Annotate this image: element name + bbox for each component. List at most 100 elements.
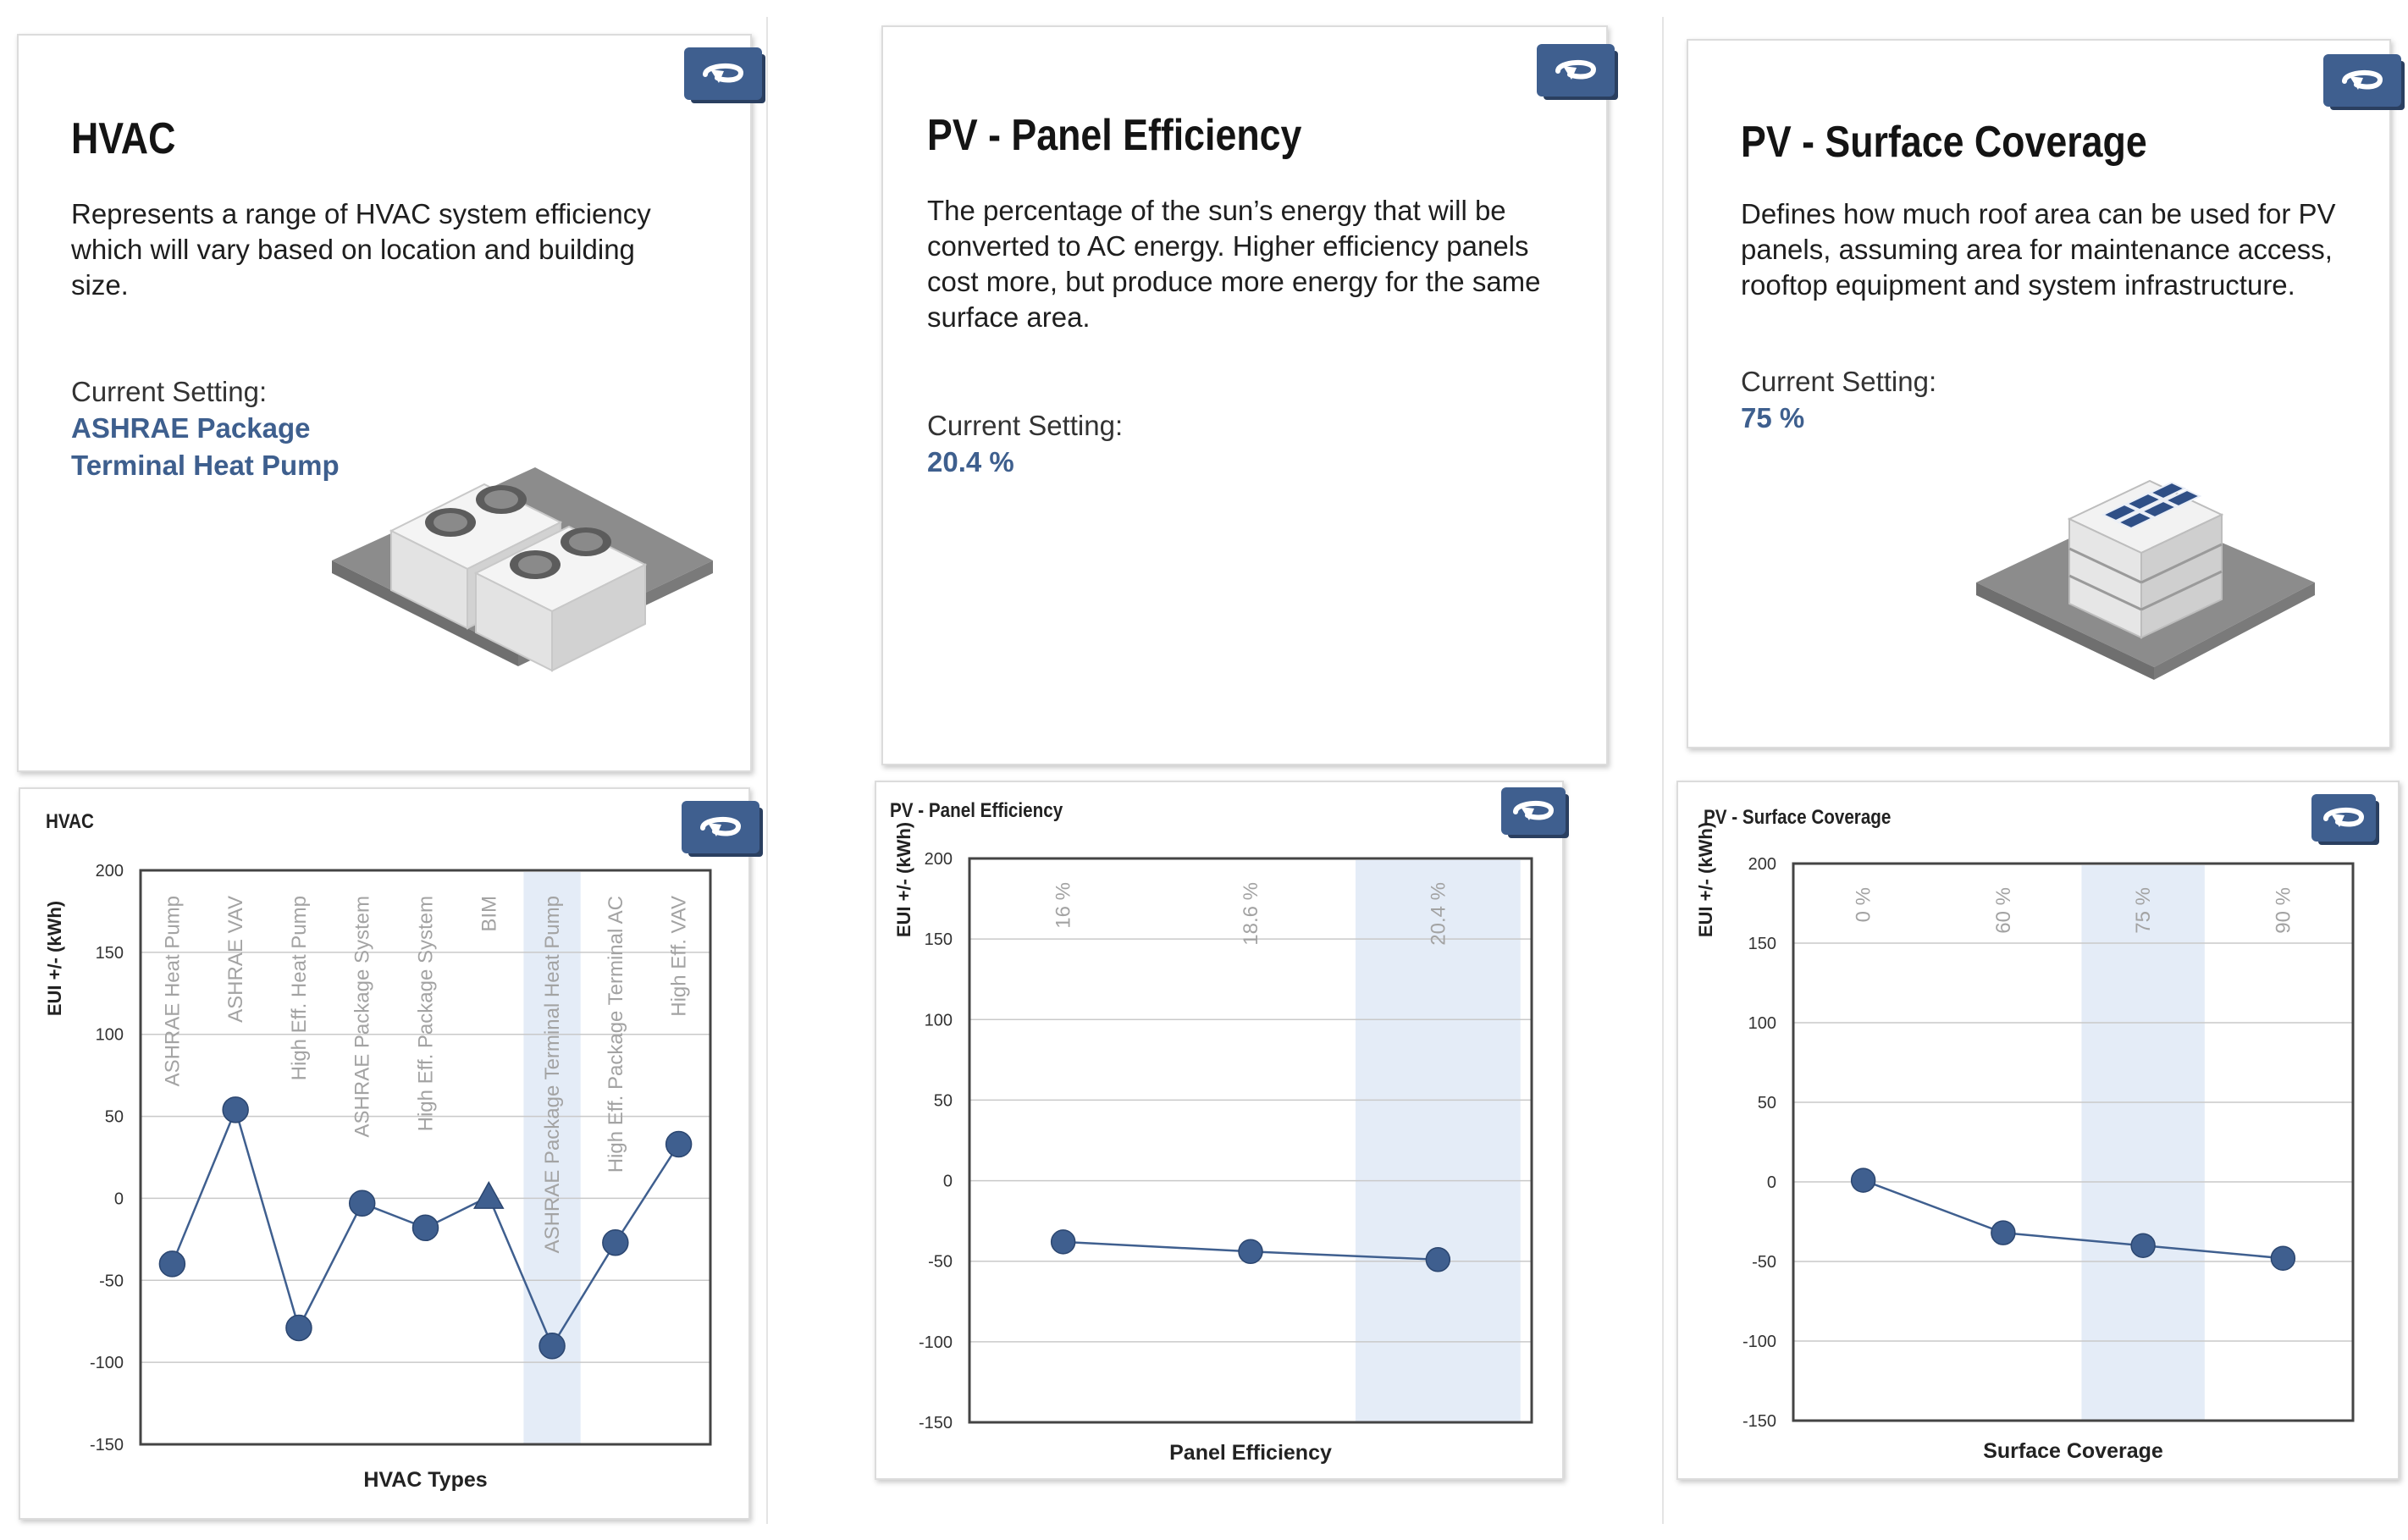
data-point [538, 1333, 566, 1360]
card-description: Represents a range of HVAC system effici… [71, 198, 651, 301]
data-point [158, 1250, 186, 1278]
data-point [602, 1228, 629, 1256]
chart-title: PV - Panel Efficiency [890, 799, 1063, 822]
y-tick-label: 100 [96, 1026, 124, 1045]
category-label: 60 % [1992, 887, 2015, 934]
highlight-band [1355, 860, 1521, 1422]
category-label: 90 % [2272, 887, 2295, 934]
y-tick-label: -50 [1752, 1253, 1776, 1272]
data-point [1850, 1167, 1876, 1193]
column-divider [1662, 17, 1664, 1524]
category-label: 18.6 % [1240, 882, 1262, 946]
y-tick-label: 100 [925, 1011, 953, 1029]
rotate-arrow-icon[interactable] [2311, 794, 2376, 842]
y-tick-label: 0 [114, 1189, 124, 1208]
category-label: High Eff. VAV [668, 896, 691, 1017]
y-tick-label: -100 [919, 1333, 953, 1352]
y-tick-label: 150 [96, 944, 124, 963]
plot-frame [1792, 862, 2355, 1422]
category-label: 20.4 % [1427, 882, 1450, 946]
data-point [1991, 1220, 2016, 1245]
data-point [285, 1314, 312, 1342]
data-point [473, 1180, 505, 1209]
data-point [1425, 1247, 1451, 1272]
pv-surface-coverage-chart-card: PV - Surface Coverage 200 150 100 50 0 -50 -10… [1676, 781, 2400, 1480]
card-title: HVAC [71, 114, 176, 163]
y-tick-label: 200 [96, 862, 124, 880]
card-description: The percentage of the sun’s energy that … [927, 195, 1541, 333]
category-label: BIM [478, 896, 500, 932]
column-divider [766, 17, 768, 1524]
category-label: 75 % [2132, 887, 2155, 934]
data-point [1238, 1239, 1263, 1265]
data-point [222, 1096, 249, 1123]
pv-panel-efficiency-chart: 200 150 100 50 0 -50 -100 -150 16 % 18.6 % 20.4 % E… [893, 822, 1533, 1465]
current-setting-label: Current Setting: [71, 376, 268, 407]
category-label: 16 % [1052, 882, 1075, 929]
rotate-arrow-icon[interactable] [682, 801, 759, 853]
current-setting-label: Current Setting: [1741, 366, 1937, 397]
current-setting-value: ASHRAE Package Terminal Heat Pump [71, 412, 340, 481]
y-tick-label: 0 [943, 1173, 953, 1191]
card-title: PV - Panel Efficiency [927, 111, 1302, 160]
category-label: ASHRAE Heat Pump [161, 896, 184, 1086]
y-tick-label: -150 [90, 1436, 124, 1454]
pv-surface-coverage-chart: 200 150 100 50 0 -50 -100 -150 0 % 60 % 75 % 90 % EU… [1695, 822, 2355, 1463]
y-tick-label: 50 [934, 1091, 953, 1110]
y-tick-label: 200 [1748, 855, 1776, 874]
y-tick-label: -150 [919, 1414, 953, 1432]
current-setting-value: 75 % [1741, 402, 1805, 433]
rooftop-hvac-units-icon [332, 467, 713, 672]
rotate-arrow-icon[interactable] [684, 47, 762, 100]
pv-surface-coverage-info-card: PV - Surface Coverage Defines how much r… [1687, 39, 2401, 748]
data-point [2270, 1245, 2296, 1271]
hvac-info-card: HVAC Represents a range of HVAC system e… [17, 34, 762, 772]
category-label: ASHRAE Package System [351, 896, 374, 1137]
data-point [348, 1189, 376, 1217]
card-title: PV - Surface Coverage [1741, 118, 2147, 167]
y-tick-label: 50 [105, 1108, 124, 1127]
x-axis-label: HVAC Types [363, 1468, 487, 1492]
y-tick-label: 0 [1767, 1173, 1776, 1192]
series-line [1863, 1178, 2284, 1260]
y-axis-label: EUI +/- (kWh) [44, 901, 65, 1016]
y-tick-label: 200 [925, 850, 953, 869]
chart-title: HVAC [46, 810, 94, 833]
category-label: High Eff. Heat Pump [288, 896, 311, 1080]
data-point [2130, 1233, 2156, 1258]
y-tick-label: 150 [1748, 935, 1776, 953]
x-axis-label: Panel Efficiency [1169, 1441, 1332, 1465]
data-point [1050, 1229, 1076, 1255]
rotate-arrow-icon[interactable] [1501, 787, 1566, 835]
plot-frame [139, 869, 712, 1446]
building-with-solar-panels-icon [1976, 479, 2315, 680]
y-tick-label: -50 [928, 1253, 953, 1272]
y-axis-label: EUI +/- (kWh) [1695, 822, 1716, 937]
chart-title: PV - Surface Coverage [1704, 806, 1892, 829]
hvac-chart: 200 150 100 50 0 -50 -100 -150 ASHRAE Heat Pump A… [44, 862, 712, 1492]
pv-panel-efficiency-chart-card: PV - Panel Efficiency 200 150 100 50 0 -50 -10… [875, 781, 1566, 1480]
current-setting-value: 20.4 % [927, 446, 1014, 477]
y-axis-label: EUI +/- (kWh) [893, 822, 914, 937]
y-tick-label: -50 [99, 1272, 124, 1290]
x-axis-label: Surface Coverage [1983, 1439, 2163, 1463]
category-label: 0 % [1853, 887, 1875, 922]
y-tick-label: -100 [1742, 1333, 1776, 1351]
category-label: High Eff. Package System [415, 896, 438, 1131]
category-label: ASHRAE Package Terminal Heat Pump [541, 896, 564, 1253]
hvac-chart-card: HVAC 200 150 100 50 0 -50 -100 -150 ASHRAE Heat … [19, 787, 759, 1520]
y-tick-label: -100 [90, 1354, 124, 1372]
y-tick-label: 50 [1758, 1094, 1776, 1112]
data-point [665, 1130, 693, 1158]
category-label: High Eff. Package Terminal AC [605, 896, 627, 1173]
rotate-arrow-icon[interactable] [2323, 54, 2401, 107]
data-point [411, 1214, 439, 1242]
category-label: ASHRAE VAV [224, 896, 247, 1023]
y-tick-label: 150 [925, 930, 953, 949]
y-tick-label: 100 [1748, 1014, 1776, 1033]
card-description: Defines how much roof area can be used f… [1741, 198, 2336, 301]
y-tick-label: -150 [1742, 1412, 1776, 1431]
rotate-arrow-icon[interactable] [1537, 44, 1615, 97]
highlight-band [2081, 865, 2205, 1421]
current-setting-label: Current Setting: [927, 410, 1124, 441]
